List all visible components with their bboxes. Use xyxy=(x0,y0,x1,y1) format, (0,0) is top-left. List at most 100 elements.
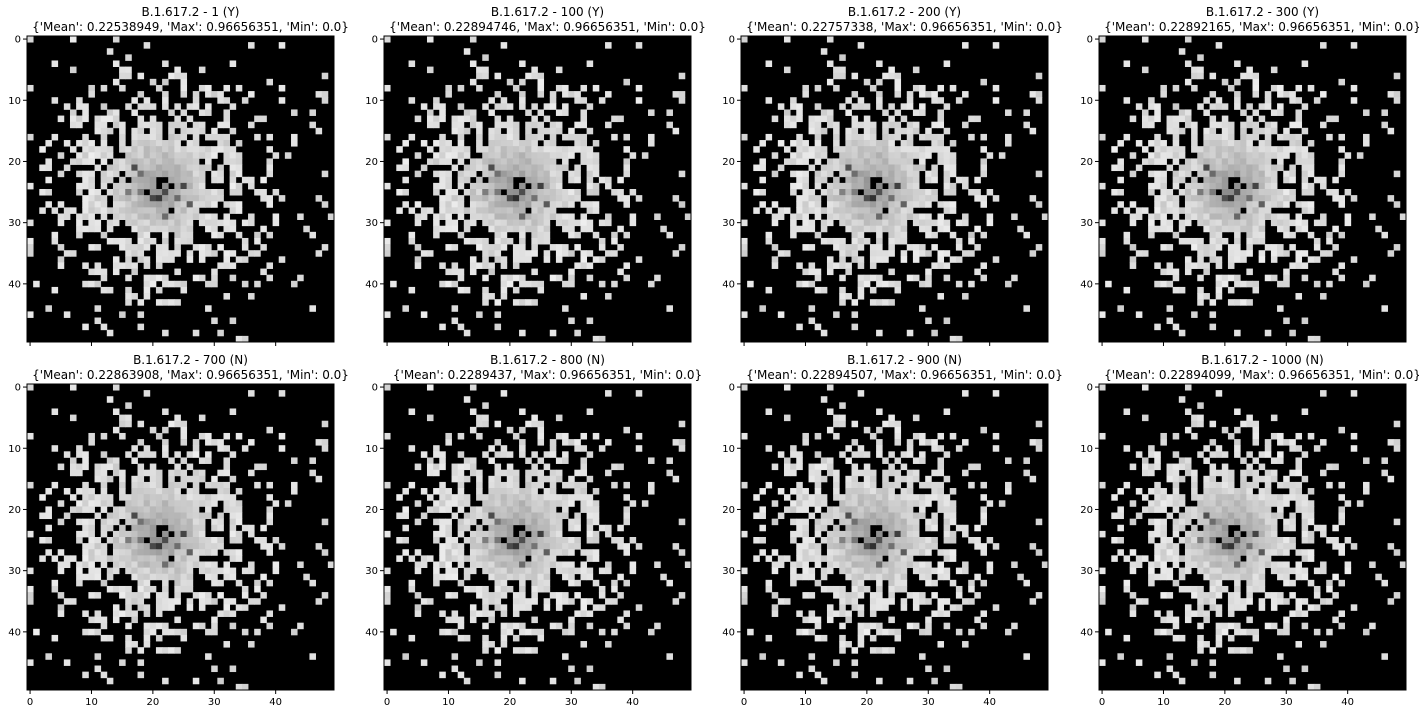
heatmap-cell xyxy=(876,451,883,458)
heatmap-cell xyxy=(451,463,459,471)
heatmap-cell xyxy=(857,293,865,300)
heatmap-cell xyxy=(851,481,859,489)
heatmap-cell xyxy=(857,585,865,593)
heatmap-cell xyxy=(217,133,224,141)
heatmap-cell xyxy=(433,225,440,233)
heatmap-cell xyxy=(106,127,114,135)
heatmap-cell xyxy=(439,225,446,233)
heatmap-cell xyxy=(869,146,877,153)
heatmap-cell xyxy=(457,469,465,477)
heatmap-cell xyxy=(1393,97,1401,104)
heatmap-cell xyxy=(531,158,538,165)
heatmap-cell xyxy=(519,231,526,239)
heatmap-cell xyxy=(568,439,575,446)
heatmap-cell xyxy=(1191,213,1198,220)
heatmap-cell xyxy=(205,158,212,165)
heatmap-cell xyxy=(537,573,545,581)
heatmap-cell xyxy=(962,219,969,227)
heatmap-cell xyxy=(1227,262,1235,269)
y-tick-label: 40 xyxy=(365,627,378,638)
heatmap-cell xyxy=(512,475,520,483)
heatmap-cell xyxy=(777,103,785,110)
heatmap-cell xyxy=(814,140,822,147)
heatmap-cell xyxy=(839,293,846,300)
heatmap-cell xyxy=(512,555,520,562)
heatmap-cell xyxy=(931,494,938,501)
heatmap-cell xyxy=(168,225,175,233)
heatmap-cell xyxy=(906,164,914,172)
heatmap-cell xyxy=(931,518,938,526)
heatmap-cell xyxy=(808,262,816,269)
heatmap-cell xyxy=(439,182,446,190)
heatmap-cell xyxy=(937,97,945,104)
heatmap-cell xyxy=(1246,170,1253,178)
heatmap-cell xyxy=(125,543,132,550)
heatmap-cell xyxy=(149,274,157,282)
heatmap-cell xyxy=(155,225,163,233)
heatmap-cell xyxy=(100,671,108,679)
heatmap-cell xyxy=(476,549,483,556)
heatmap-cell xyxy=(1393,201,1401,208)
heatmap-cell xyxy=(980,195,987,202)
heatmap-cell xyxy=(1215,152,1223,159)
heatmap-cell xyxy=(900,598,908,605)
heatmap-cell xyxy=(445,573,452,581)
heatmap-cell xyxy=(1129,219,1137,227)
heatmap-cell xyxy=(506,518,514,526)
heatmap-cell xyxy=(512,225,520,233)
heatmap-cell xyxy=(408,231,416,239)
heatmap-cell xyxy=(396,164,403,172)
heatmap-cell xyxy=(119,420,126,428)
heatmap-cell xyxy=(1035,244,1043,251)
heatmap-cell xyxy=(186,176,194,184)
heatmap-cell xyxy=(802,567,809,575)
heatmap-cell xyxy=(180,579,188,587)
heatmap-cell xyxy=(1277,195,1284,202)
heatmap-cell xyxy=(845,244,852,251)
heatmap-cell xyxy=(414,561,422,568)
heatmap-cell xyxy=(1264,152,1272,159)
heatmap-cell xyxy=(512,567,520,575)
heatmap-cell xyxy=(555,530,563,538)
heatmap-cell xyxy=(1197,237,1204,245)
heatmap-cell xyxy=(796,109,803,116)
heatmap-cell xyxy=(1258,103,1266,110)
heatmap-cell xyxy=(1283,176,1290,184)
heatmap-cell xyxy=(617,616,624,624)
heatmap-cell xyxy=(1283,133,1290,141)
heatmap-cell xyxy=(482,512,489,520)
heatmap-cell xyxy=(598,445,606,452)
heatmap-cell xyxy=(562,500,569,507)
heatmap-cell xyxy=(1209,250,1217,257)
heatmap-cell xyxy=(753,146,760,153)
heatmap-cell xyxy=(439,530,446,538)
heatmap-cell xyxy=(254,585,261,593)
heatmap-cell xyxy=(106,396,114,403)
heatmap-cell xyxy=(845,561,852,568)
heatmap-cell xyxy=(488,158,495,165)
heatmap-cell xyxy=(186,604,194,611)
heatmap-cell xyxy=(1277,250,1284,257)
heatmap-cell xyxy=(235,158,243,165)
heatmap-cell xyxy=(912,256,920,263)
heatmap-cell xyxy=(488,543,495,550)
heatmap-cell xyxy=(1227,195,1235,202)
heatmap-cell xyxy=(869,604,877,611)
heatmap-cell xyxy=(1258,115,1266,123)
heatmap-cell xyxy=(94,537,102,544)
heatmap-cell xyxy=(592,432,600,440)
heatmap-cell xyxy=(925,274,932,282)
heatmap-cell xyxy=(820,286,828,294)
heatmap-cell xyxy=(512,207,520,214)
heatmap-cell xyxy=(814,481,822,489)
heatmap-cell xyxy=(463,115,471,123)
heatmap-cell xyxy=(1289,262,1296,269)
panel-subtitle: {'Mean': 0.22757338, 'Max': 0.96656351, … xyxy=(746,20,1063,34)
heatmap-cell xyxy=(808,305,816,312)
heatmap-cell xyxy=(384,585,391,593)
heatmap-cell xyxy=(678,592,686,599)
heatmap-cell xyxy=(445,628,452,636)
heatmap-cell xyxy=(537,555,545,562)
heatmap-cell xyxy=(445,189,452,196)
heatmap-cell xyxy=(451,665,459,673)
